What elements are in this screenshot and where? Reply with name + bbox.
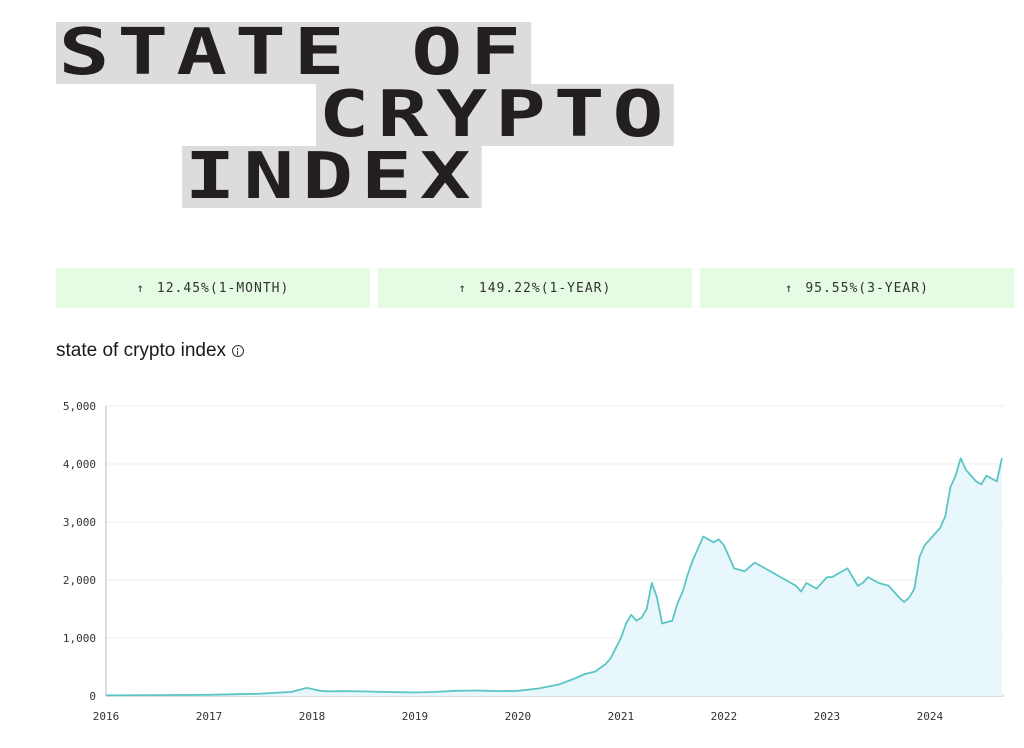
x-tick-label: 2019 <box>402 710 429 723</box>
stat-1-year-label: 149.22%(1-YEAR) <box>478 280 612 296</box>
x-tick-label: 2016 <box>93 710 120 723</box>
hero-title: STATE OF CRYPTO INDEX <box>0 0 1024 230</box>
hero-title-line-2: CRYPTO <box>316 83 674 147</box>
info-circle-icon[interactable] <box>232 345 245 357</box>
performance-stats: ↑ 12.45%(1-MONTH) ↑ 149.22%(1-YEAR) ↑ 95… <box>56 268 1014 308</box>
arrow-up-icon: ↑ <box>458 281 467 295</box>
stat-3-year: ↑ 95.55%(3-YEAR) <box>700 268 1014 308</box>
y-tick-label: 3,000 <box>63 516 96 529</box>
y-tick-label: 4,000 <box>63 458 96 471</box>
stat-1-year: ↑ 149.22%(1-YEAR) <box>378 268 692 308</box>
hero-title-line-3: INDEX <box>182 145 482 209</box>
stat-1-month: ↑ 12.45%(1-MONTH) <box>56 268 370 308</box>
x-tick-label: 2022 <box>711 710 738 723</box>
hero-title-line-1: STATE OF <box>56 21 532 85</box>
x-tick-label: 2020 <box>505 710 532 723</box>
x-tick-label: 2018 <box>299 710 326 723</box>
x-tick-label: 2023 <box>814 710 841 723</box>
stat-1-month-label: 12.45%(1-MONTH) <box>156 280 290 296</box>
y-tick-label: 5,000 <box>63 400 96 413</box>
y-tick-label: 1,000 <box>63 632 96 645</box>
chart-title: state of crypto index <box>56 340 245 362</box>
index-chart: 0 1,000 2,000 3,000 4,000 5,000 2016 2017 2018 20… <box>63 400 1004 723</box>
series-area <box>106 458 1002 696</box>
x-tick-label: 2024 <box>917 710 944 723</box>
x-tick-label: 2021 <box>608 710 635 723</box>
x-tick-label: 2017 <box>196 710 223 723</box>
stat-3-year-label: 95.55%(3-YEAR) <box>805 280 929 296</box>
arrow-up-icon: ↑ <box>785 281 794 295</box>
y-tick-label: 0 <box>89 690 96 703</box>
y-tick-label: 2,000 <box>63 574 96 587</box>
arrow-up-icon: ↑ <box>136 281 145 295</box>
series-line <box>105 457 1003 697</box>
chart-title-text: state of crypto index <box>56 340 227 361</box>
